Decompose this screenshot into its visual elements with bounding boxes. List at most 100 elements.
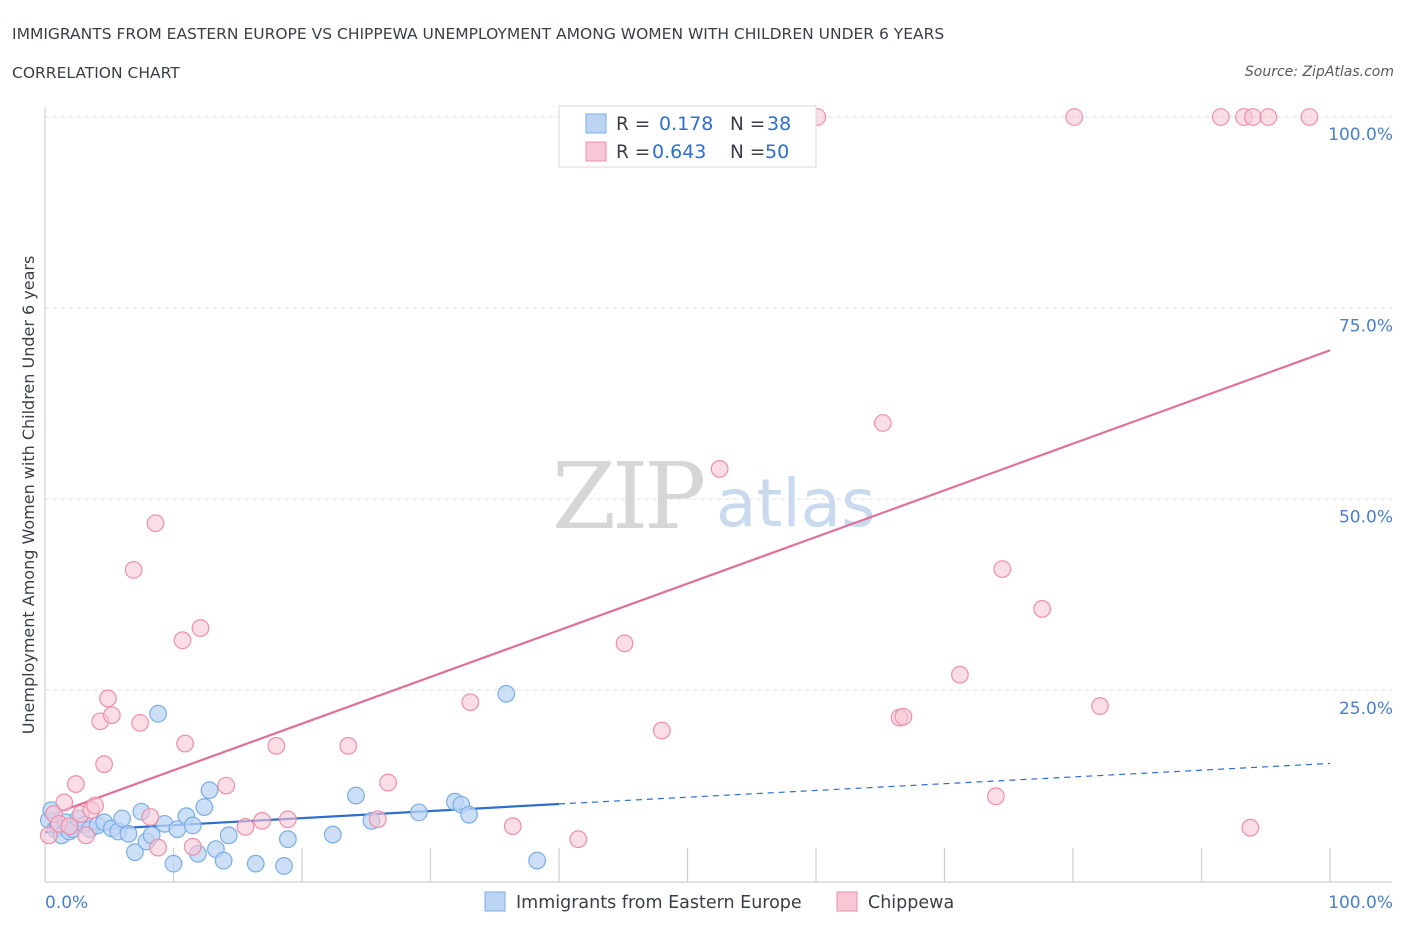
point-immigrants	[195, 798, 214, 816]
watermark: ZIP atlas	[552, 443, 876, 550]
point-chippewa	[60, 817, 79, 836]
point-immigrants	[126, 843, 144, 862]
point-immigrants	[460, 805, 478, 824]
legend-label-chippewa: Chippewa	[868, 893, 954, 913]
point-chippewa	[503, 817, 522, 836]
point-chippewa	[267, 736, 286, 755]
watermark-atlas: atlas	[716, 465, 876, 542]
point-immigrants	[183, 816, 202, 835]
point-immigrants	[214, 851, 233, 870]
point-chippewa	[278, 810, 297, 829]
stats-n-value-1: 38	[767, 113, 791, 135]
point-chippewa	[141, 808, 160, 826]
point-chippewa	[236, 818, 255, 836]
point-chippewa	[379, 773, 397, 792]
point-immigrants	[219, 826, 238, 845]
point-immigrants	[164, 854, 183, 873]
point-immigrants	[149, 704, 167, 723]
chart-title: IMMIGRANTS FROM EASTERN EUROPE VS CHIPPE…	[12, 25, 944, 43]
stats-r-value-2: 0.643	[652, 141, 706, 163]
point-chippewa	[1300, 108, 1319, 126]
stats-n-label-1: N =	[730, 114, 765, 135]
point-chippewa	[339, 736, 358, 755]
point-immigrants	[323, 825, 342, 844]
point-chippewa	[124, 560, 143, 579]
point-chippewa	[95, 755, 114, 774]
point-chippewa	[569, 830, 588, 849]
legend-swatch-chippewa	[836, 891, 858, 912]
point-chippewa	[173, 631, 192, 650]
point-chippewa	[987, 787, 1005, 806]
point-chippewa	[149, 838, 167, 857]
trend-line-chippewa	[44, 349, 1331, 819]
point-immigrants	[528, 851, 547, 870]
point-chippewa	[253, 811, 272, 830]
point-chippewa	[146, 514, 165, 533]
y-tick-label: 50.0%	[1339, 508, 1393, 528]
stats-box: R = 0.178 N = 38 R = 0.643 N = 50	[558, 105, 817, 168]
point-chippewa	[951, 665, 969, 684]
point-immigrants	[113, 809, 131, 828]
stats-swatch-pink	[585, 141, 607, 162]
stats-r-label-2: R =	[616, 142, 650, 163]
point-chippewa	[894, 707, 913, 726]
trend-lines	[44, 349, 1331, 834]
point-chippewa	[1033, 599, 1052, 618]
point-immigrants	[246, 854, 265, 873]
point-immigrants	[347, 786, 365, 805]
source-credit: Source: ZipAtlas.com	[1245, 64, 1394, 80]
legend: Immigrants from Eastern Europe Chippewa	[484, 891, 954, 913]
point-chippewa	[102, 706, 121, 725]
trend-line-immigrants-extension	[558, 762, 1331, 805]
x-axis-ticks	[44, 848, 1331, 882]
point-chippewa	[368, 810, 387, 829]
y-tick-labels: 25.0% 50.0% 75.0% 100.0%	[1328, 125, 1393, 719]
point-chippewa	[652, 721, 671, 740]
point-chippewa	[86, 796, 105, 815]
point-chippewa	[710, 460, 729, 478]
point-chippewa	[66, 775, 85, 793]
point-chippewa	[39, 826, 58, 845]
point-chippewa	[873, 414, 892, 432]
point-immigrants	[275, 857, 293, 875]
point-immigrants	[119, 824, 138, 843]
watermark-zip: ZIP	[552, 443, 703, 550]
point-chippewa	[1241, 818, 1260, 837]
point-chippewa	[99, 689, 117, 708]
point-chippewa	[1259, 108, 1278, 126]
point-chippewa	[1065, 108, 1084, 126]
point-chippewa	[1243, 108, 1262, 126]
point-chippewa	[615, 634, 634, 653]
legend-swatch-immigrants	[484, 891, 506, 912]
stats-r-label-1: R =	[616, 114, 650, 135]
point-chippewa	[993, 560, 1012, 579]
y-tick-label: 75.0%	[1339, 316, 1393, 336]
point-chippewa	[131, 713, 149, 732]
stats-r-value-1: 0.178	[659, 113, 713, 135]
y-axis-label: Unemployment Among Women with Children U…	[19, 256, 38, 735]
point-chippewa	[183, 837, 202, 856]
point-chippewa	[461, 693, 480, 712]
point-immigrants	[200, 781, 219, 800]
point-immigrants	[278, 830, 297, 849]
point-immigrants	[410, 803, 428, 822]
gridlines	[45, 116, 1392, 691]
scatter-points	[39, 108, 1319, 875]
x-tick-label-min: 0.0%	[45, 893, 88, 913]
point-chippewa	[1091, 697, 1109, 715]
y-tick-label: 25.0%	[1339, 699, 1393, 719]
point-chippewa	[191, 619, 210, 637]
point-chippewa	[176, 734, 194, 753]
chart-subtitle: CORRELATION CHART	[12, 64, 180, 82]
point-chippewa	[1211, 108, 1230, 126]
stats-n-value-2: 50	[765, 141, 789, 163]
y-tick-label: 100.0%	[1328, 125, 1393, 145]
x-tick-label-max: 100.0%	[1328, 893, 1393, 913]
point-chippewa	[55, 793, 74, 812]
point-chippewa	[77, 826, 96, 845]
legend-label-immigrants: Immigrants from Eastern Europe	[516, 893, 802, 913]
stats-n-label-2: N =	[730, 142, 765, 163]
point-immigrants	[497, 684, 516, 703]
stats-swatch-blue	[585, 113, 607, 134]
